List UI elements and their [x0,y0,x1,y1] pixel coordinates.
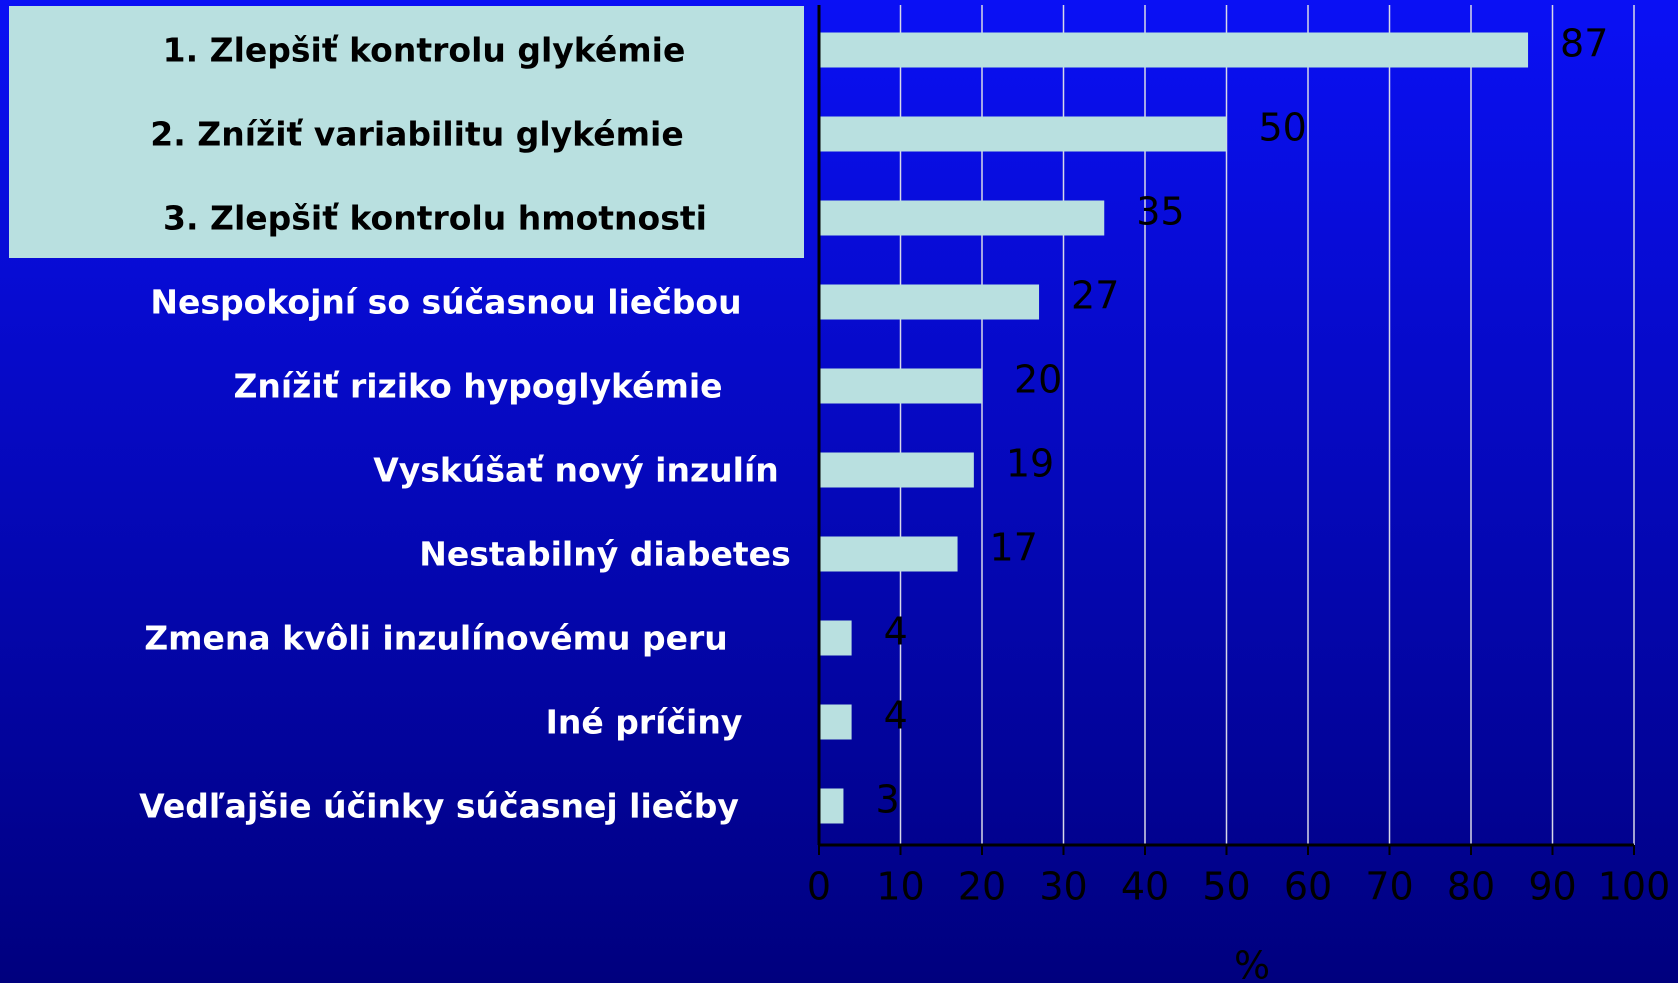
x-tick-label: 100 [1598,865,1671,909]
value-label: 35 [1136,190,1184,234]
value-label: 4 [884,610,908,654]
category-label: 1. Zlepšiť kontrolu glykémie [163,31,686,70]
x-tick-label: 60 [1284,865,1332,909]
bar [819,200,1105,236]
x-tick-label: 30 [1039,865,1087,909]
bar [819,32,1529,68]
value-label: 50 [1259,106,1307,150]
bar [819,788,844,824]
bar [819,452,974,488]
category-label: Vedľajšie účinky súčasnej liečby [139,787,739,826]
value-label: 87 [1560,22,1608,66]
bar [819,704,852,740]
category-label: Vyskúšať nový inzulín [373,451,779,490]
plot-area: 1. Zlepšiť kontrolu glykémie 87 2. Znížiť … [139,5,1670,909]
category-label: Znížiť riziko hypoglykémie [233,367,722,406]
x-tick-label: 80 [1447,865,1495,909]
bar [819,536,958,572]
category-label: Nestabilný diabetes [419,535,790,574]
value-label: 20 [1014,358,1062,402]
value-label: 3 [875,778,899,822]
bar [819,116,1227,152]
x-tick-label: 50 [1202,865,1250,909]
x-tick-label: 0 [807,865,831,909]
category-label: Zmena kvôli inzulínovému peru [144,619,728,658]
highlight-box [9,6,804,258]
value-label: 27 [1071,274,1119,318]
bar [819,368,982,404]
category-label: 3. Zlepšiť kontrolu hmotnosti [163,199,707,238]
x-tick-label: 20 [958,865,1006,909]
x-tick-label: 10 [876,865,924,909]
category-label: 2. Znížiť variabilitu glykémie [150,115,683,154]
value-label: 4 [884,694,908,738]
x-tick-label: 70 [1365,865,1413,909]
category-label: Nespokojní so súčasnou liečbou [150,283,741,322]
category-label: Iné príčiny [546,703,743,742]
value-label: 19 [1006,442,1054,486]
value-label: 17 [990,526,1038,570]
bar [819,284,1040,320]
x-axis-title: % [1234,944,1270,983]
bar [819,620,852,656]
x-tick-label: 40 [1121,865,1169,909]
x-tick-label: 90 [1528,865,1576,909]
